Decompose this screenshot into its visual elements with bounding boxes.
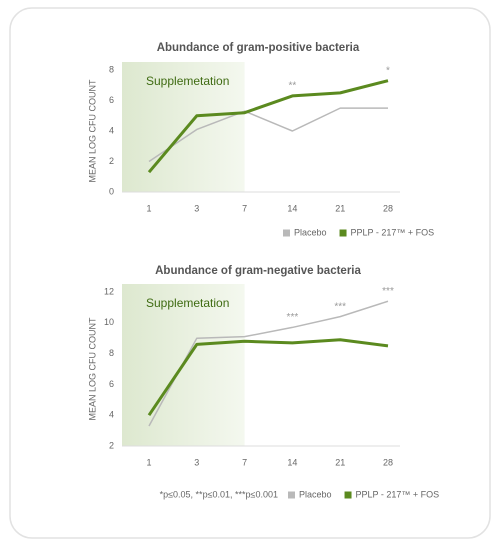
legend-label: PPLP - 217™ + FOS bbox=[351, 227, 435, 237]
x-tick-label: 3 bbox=[194, 457, 199, 467]
x-tick-label: 1 bbox=[146, 457, 151, 467]
significance-marker: *** bbox=[334, 301, 346, 312]
y-tick-label: 4 bbox=[109, 410, 114, 420]
chart-title: Abundance of gram-negative bacteria bbox=[155, 265, 361, 277]
x-tick-label: 28 bbox=[383, 203, 393, 213]
y-tick-label: 8 bbox=[109, 348, 114, 358]
series-line bbox=[147, 79, 389, 174]
shade-label: Supplemetation bbox=[146, 74, 229, 88]
series-line bbox=[148, 107, 388, 163]
legend-swatch bbox=[339, 229, 347, 237]
legend-swatch bbox=[344, 491, 352, 499]
x-tick-label: 21 bbox=[335, 457, 345, 467]
y-tick-label: 4 bbox=[109, 125, 114, 135]
y-tick-label: 6 bbox=[109, 379, 114, 389]
x-tick-label: 28 bbox=[383, 457, 393, 467]
x-tick-label: 3 bbox=[194, 203, 199, 213]
x-tick-label: 14 bbox=[287, 203, 297, 213]
x-tick-label: 1 bbox=[146, 203, 151, 213]
legend-label: Placebo bbox=[299, 489, 332, 499]
footnote: *p≤0.05, **p≤0.01, ***p≤0.001 bbox=[160, 489, 278, 499]
y-tick-label: 2 bbox=[109, 440, 114, 450]
shade-label: Supplemetation bbox=[146, 296, 229, 310]
series-line bbox=[148, 300, 389, 427]
supplementation-area bbox=[122, 62, 245, 192]
y-tick-label: 2 bbox=[109, 156, 114, 166]
y-axis-label: MEAN LOG CFU COUNT bbox=[87, 317, 97, 421]
series-line bbox=[147, 338, 389, 417]
significance-marker: *** bbox=[287, 312, 299, 323]
legend-label: PPLP - 217™ + FOS bbox=[356, 489, 440, 499]
chart-title: Abundance of gram-positive bacteria bbox=[157, 42, 360, 54]
y-tick-label: 0 bbox=[109, 186, 114, 196]
significance-marker: ** bbox=[289, 81, 297, 92]
x-tick-label: 14 bbox=[287, 457, 297, 467]
x-tick-label: 21 bbox=[335, 203, 345, 213]
y-tick-label: 8 bbox=[109, 64, 114, 74]
y-tick-label: 12 bbox=[104, 286, 114, 296]
x-tick-label: 7 bbox=[242, 203, 247, 213]
legend-swatch bbox=[288, 491, 295, 499]
legend-swatch bbox=[283, 229, 290, 237]
significance-marker: *** bbox=[382, 286, 394, 297]
y-tick-label: 6 bbox=[109, 95, 114, 105]
y-axis-label: MEAN LOG CFU COUNT bbox=[87, 79, 97, 183]
legend-label: Placebo bbox=[294, 227, 327, 237]
significance-marker: * bbox=[386, 65, 390, 76]
x-tick-label: 7 bbox=[242, 457, 247, 467]
y-tick-label: 10 bbox=[104, 317, 114, 327]
